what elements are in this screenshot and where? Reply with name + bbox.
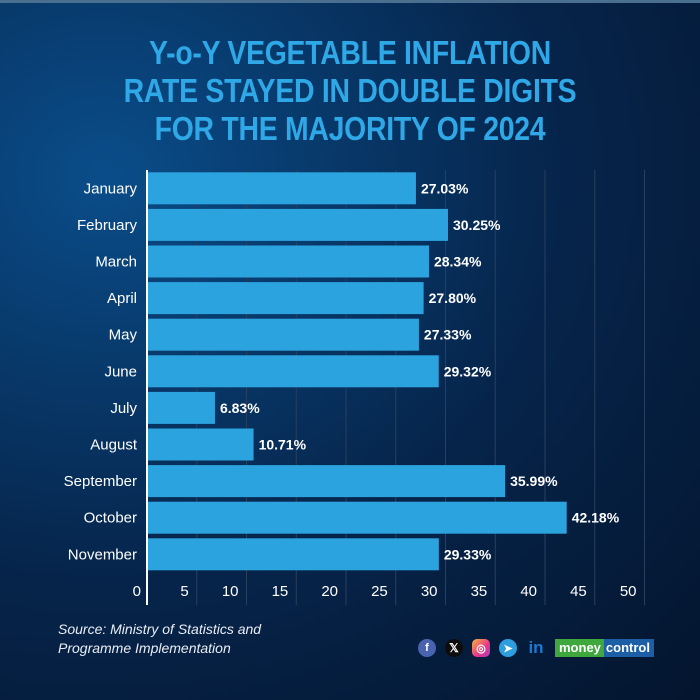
x-tick-label-25: 25 [371,583,388,600]
value-label-july: 6.83% [220,400,260,416]
value-label-august: 10.71% [259,437,307,453]
value-label-january: 27.03% [421,180,469,196]
facebook-icon[interactable]: f [418,639,436,657]
category-label-january: January [84,180,138,197]
x-tick-label-20: 20 [321,583,338,600]
instagram-icon[interactable]: ◎ [472,639,490,657]
value-label-september: 35.99% [510,473,558,489]
source-note: Source: Ministry of Statistics and Progr… [58,620,261,658]
x-tick-label-35: 35 [471,583,488,600]
title-line-3: FOR THE MAJORITY OF 2024 [154,110,546,147]
value-label-june: 29.32% [444,363,492,379]
value-label-march: 28.34% [434,254,482,270]
source-line-1: Source: Ministry of Statistics and [58,621,262,637]
bar-may [147,318,419,351]
title-line-1: Y-o-Y VEGETABLE INFLATION [149,34,551,71]
value-label-february: 30.25% [453,217,501,233]
chart-title: Y-o-Y VEGETABLE INFLATION RATE STAYED IN… [49,34,651,148]
x-tick-label-50: 50 [620,583,637,600]
source-line-2: Programme Implementation [58,640,231,656]
telegram-icon[interactable]: ➤ [499,639,517,657]
x-tick-label-0: 0 [133,583,141,600]
value-label-october: 42.18% [572,510,620,526]
bar-august [147,428,254,461]
category-label-april: April [107,290,137,307]
bar-january [147,172,416,205]
category-label-february: February [77,217,138,234]
linkedin-icon[interactable]: in [528,638,544,657]
category-label-september: September [64,473,137,490]
x-twitter-icon[interactable]: 𝕏 [445,639,463,657]
bar-november [147,538,439,571]
x-tick-label-5: 5 [180,583,188,600]
value-label-november: 29.33% [444,546,492,562]
logo-part-money: money [555,639,604,657]
category-label-november: November [68,546,137,563]
x-tick-label-10: 10 [222,583,239,600]
value-label-april: 27.80% [429,290,477,306]
bar-april [147,282,424,315]
value-label-may: 27.33% [424,327,472,343]
category-label-august: August [90,437,138,454]
bar-october [147,501,567,534]
x-tick-label-15: 15 [272,583,289,600]
bar-september [147,465,506,498]
title-line-2: RATE STAYED IN DOUBLE DIGITS [123,72,577,109]
bar-july [147,391,215,424]
social-links: f 𝕏 ◎ ➤ in money control [418,638,654,657]
bar-february [147,208,448,241]
category-label-july: July [110,400,137,417]
x-tick-label-40: 40 [520,583,537,600]
category-label-may: May [109,327,138,344]
bar-march [147,245,429,278]
bar-june [147,355,439,388]
logo-part-control: control [603,639,654,657]
category-label-june: June [104,363,137,380]
top-border [0,0,700,3]
x-tick-label-30: 30 [421,583,438,600]
category-label-october: October [84,510,137,527]
category-label-march: March [95,254,137,271]
x-tick-label-45: 45 [570,583,587,600]
moneycontrol-logo[interactable]: money control [555,639,654,657]
